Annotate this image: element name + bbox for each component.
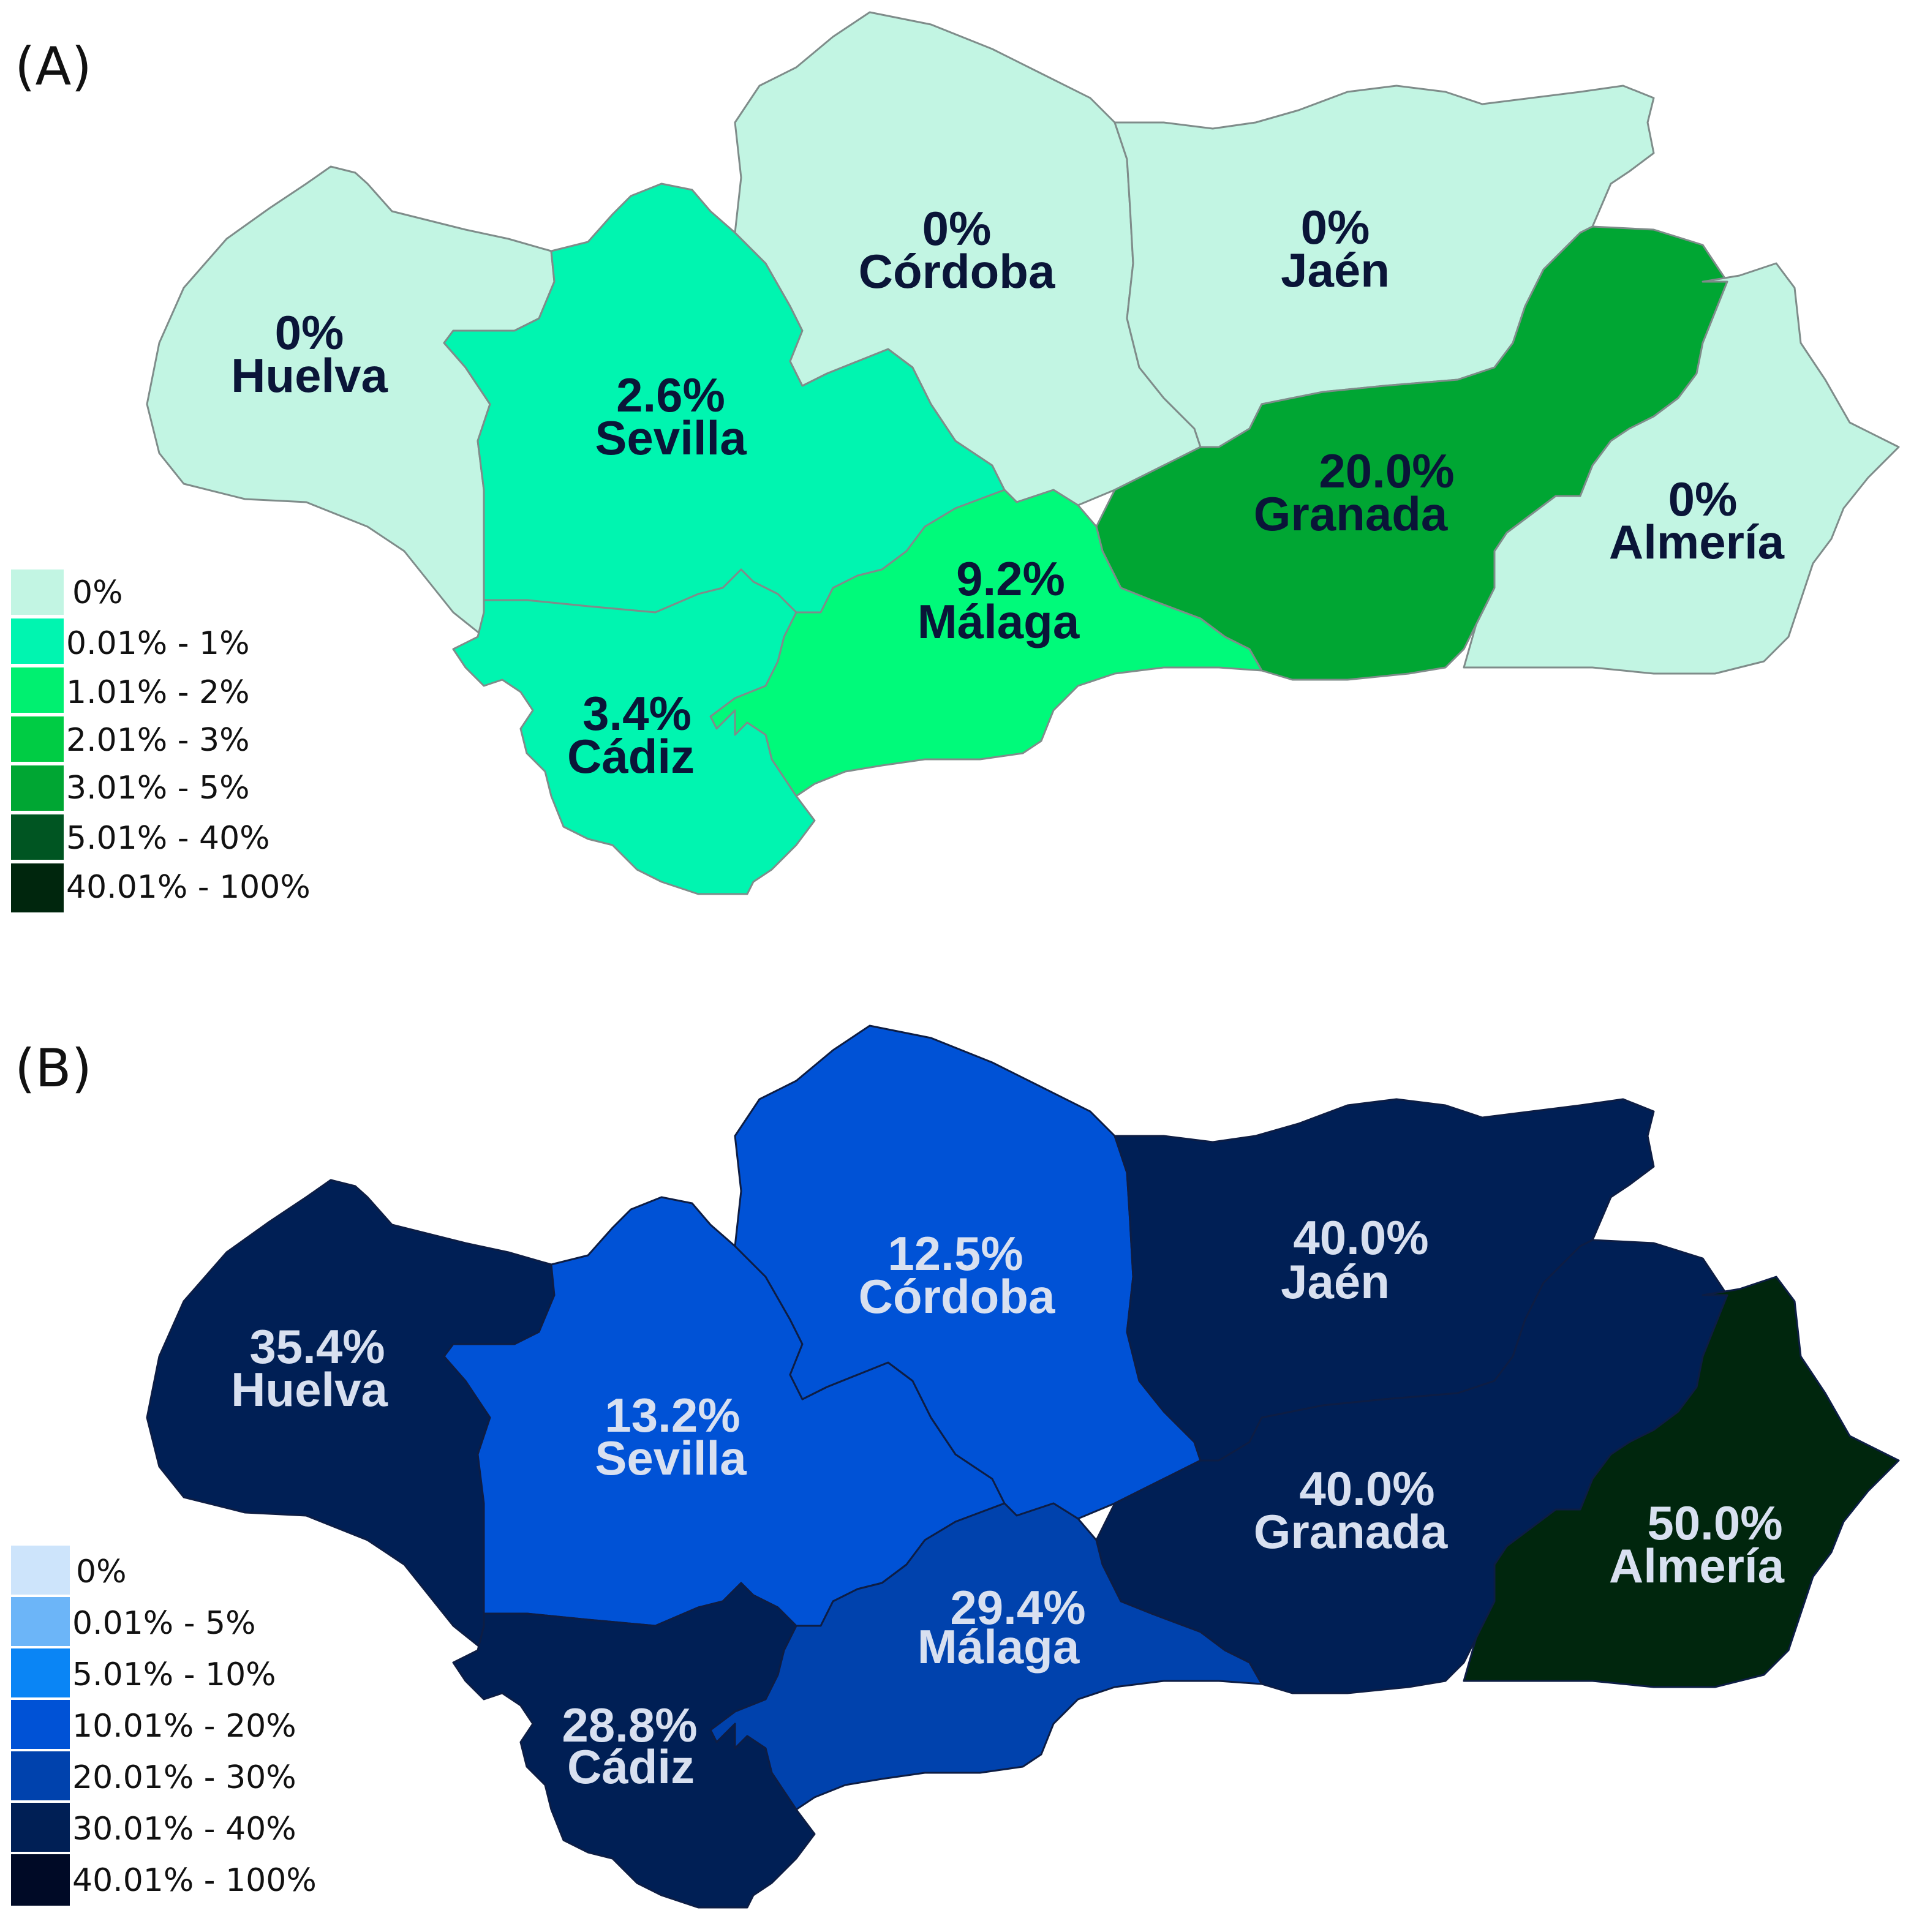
legend-b-label-2: 0.01% - 5% [72, 1605, 256, 1642]
legend-a-label-7: 40.01% - 100% [66, 869, 311, 906]
legend-a-label-4: 2.01% - 3% [66, 722, 250, 759]
legend-a-label-1: 0% [72, 574, 123, 611]
legend-b-swatch-2 [11, 1597, 70, 1646]
label-value-sevilla: 13.2% [605, 1388, 740, 1442]
label-name-huelva: Huelva [231, 348, 388, 402]
legend-a: 0% 0.01% - 1% 1.01% - 2% 2.01% - 3% 3.01… [11, 569, 311, 912]
legend-a-label-5: 3.01% - 5% [66, 770, 250, 806]
label-name-cadiz: Cádiz [567, 729, 695, 783]
legend-b-label-4: 10.01% - 20% [72, 1708, 296, 1745]
label-value-cordoba: 0% [922, 201, 992, 255]
label-name-huelva: Huelva [231, 1363, 388, 1416]
label-name-sevilla: Sevilla [595, 1431, 747, 1485]
label-name-jaen: Jaén [1281, 243, 1390, 297]
label-value-jaen: 40.0% [1293, 1211, 1428, 1265]
legend-a-swatch-7 [11, 863, 64, 912]
label-value-almeria: 50.0% [1647, 1496, 1782, 1550]
label-name-almeria: Almería [1609, 1539, 1785, 1593]
legend-a-swatch-5 [11, 765, 64, 811]
label-name-cordoba: Córdoba [859, 244, 1055, 298]
legend-b-label-6: 30.01% - 40% [72, 1811, 296, 1847]
legend-b-label-7: 40.01% - 100% [72, 1862, 317, 1899]
legend-a-label-3: 1.01% - 2% [66, 674, 250, 711]
label-value-granada: 20.0% [1319, 444, 1454, 498]
legend-a-label-2: 0.01% - 1% [66, 625, 250, 662]
map-b-labels: 35.4% Huelva 13.2% Sevilla 12.5% Córdoba… [231, 1211, 1785, 1794]
legend-a-label-6: 5.01% - 40% [66, 820, 270, 857]
panel-b: (B) 35.4% Huelva 13.2% Sevilla 12.5% Cór… [11, 1024, 1900, 1909]
label-value-cadiz: 28.8% [562, 1698, 697, 1752]
legend-b: 0% 0.01% - 5% 5.01% - 10% 10.01% - 20% 2… [11, 1546, 317, 1906]
legend-b-label-1: 0% [76, 1554, 127, 1590]
label-value-malaga: 29.4% [950, 1581, 1085, 1634]
legend-a-swatch-1 [11, 569, 64, 615]
label-name-malaga: Málaga [918, 595, 1080, 648]
label-value-cordoba: 12.5% [888, 1227, 1023, 1280]
label-name-jaen: Jaén [1281, 1255, 1390, 1309]
legend-b-swatch-1 [11, 1546, 70, 1595]
label-name-almeria: Almería [1609, 515, 1785, 569]
label-value-huelva: 0% [275, 306, 344, 359]
legend-b-swatch-7 [11, 1854, 70, 1906]
legend-b-label-3: 5.01% - 10% [72, 1656, 276, 1693]
panel-b-label: (B) [15, 1038, 92, 1099]
label-name-granada: Granada [1254, 1505, 1448, 1558]
region-almeria [1463, 262, 1900, 675]
legend-a-swatch-3 [11, 667, 64, 713]
region-almeria [1463, 1276, 1900, 1688]
legend-a-swatch-6 [11, 814, 64, 860]
label-value-jaen: 0% [1301, 200, 1370, 254]
label-value-cadiz: 3.4% [582, 686, 692, 740]
region-cadiz [452, 1582, 816, 1909]
label-value-huelva: 35.4% [249, 1320, 385, 1374]
legend-a-swatch-4 [11, 716, 64, 762]
label-name-granada: Granada [1254, 487, 1448, 541]
label-value-malaga: 9.2% [956, 552, 1065, 606]
legend-b-swatch-5 [11, 1751, 70, 1800]
legend-b-swatch-6 [11, 1803, 70, 1852]
label-value-almeria: 0% [1668, 472, 1738, 526]
legend-b-label-5: 20.01% - 30% [72, 1759, 296, 1796]
legend-a-swatch-2 [11, 618, 64, 664]
label-value-sevilla: 2.6% [616, 368, 725, 422]
panel-a: (A) 0% Huelva 2.6% Sevilla 0% Córdoba 0%… [11, 11, 1900, 912]
legend-b-swatch-3 [11, 1648, 70, 1697]
panel-a-label: (A) [15, 36, 92, 97]
label-name-sevilla: Sevilla [595, 411, 747, 465]
map-b [146, 1024, 1900, 1909]
legend-b-swatch-4 [11, 1700, 70, 1749]
label-name-cordoba: Córdoba [859, 1269, 1055, 1323]
map-a [146, 11, 1900, 895]
label-name-malaga: Málaga [918, 1620, 1080, 1674]
region-cadiz [452, 568, 816, 895]
label-value-granada: 40.0% [1299, 1462, 1434, 1516]
label-name-cadiz: Cádiz [567, 1740, 695, 1794]
map-a-labels: 0% Huelva 2.6% Sevilla 0% Córdoba 0% Jaé… [231, 200, 1785, 783]
